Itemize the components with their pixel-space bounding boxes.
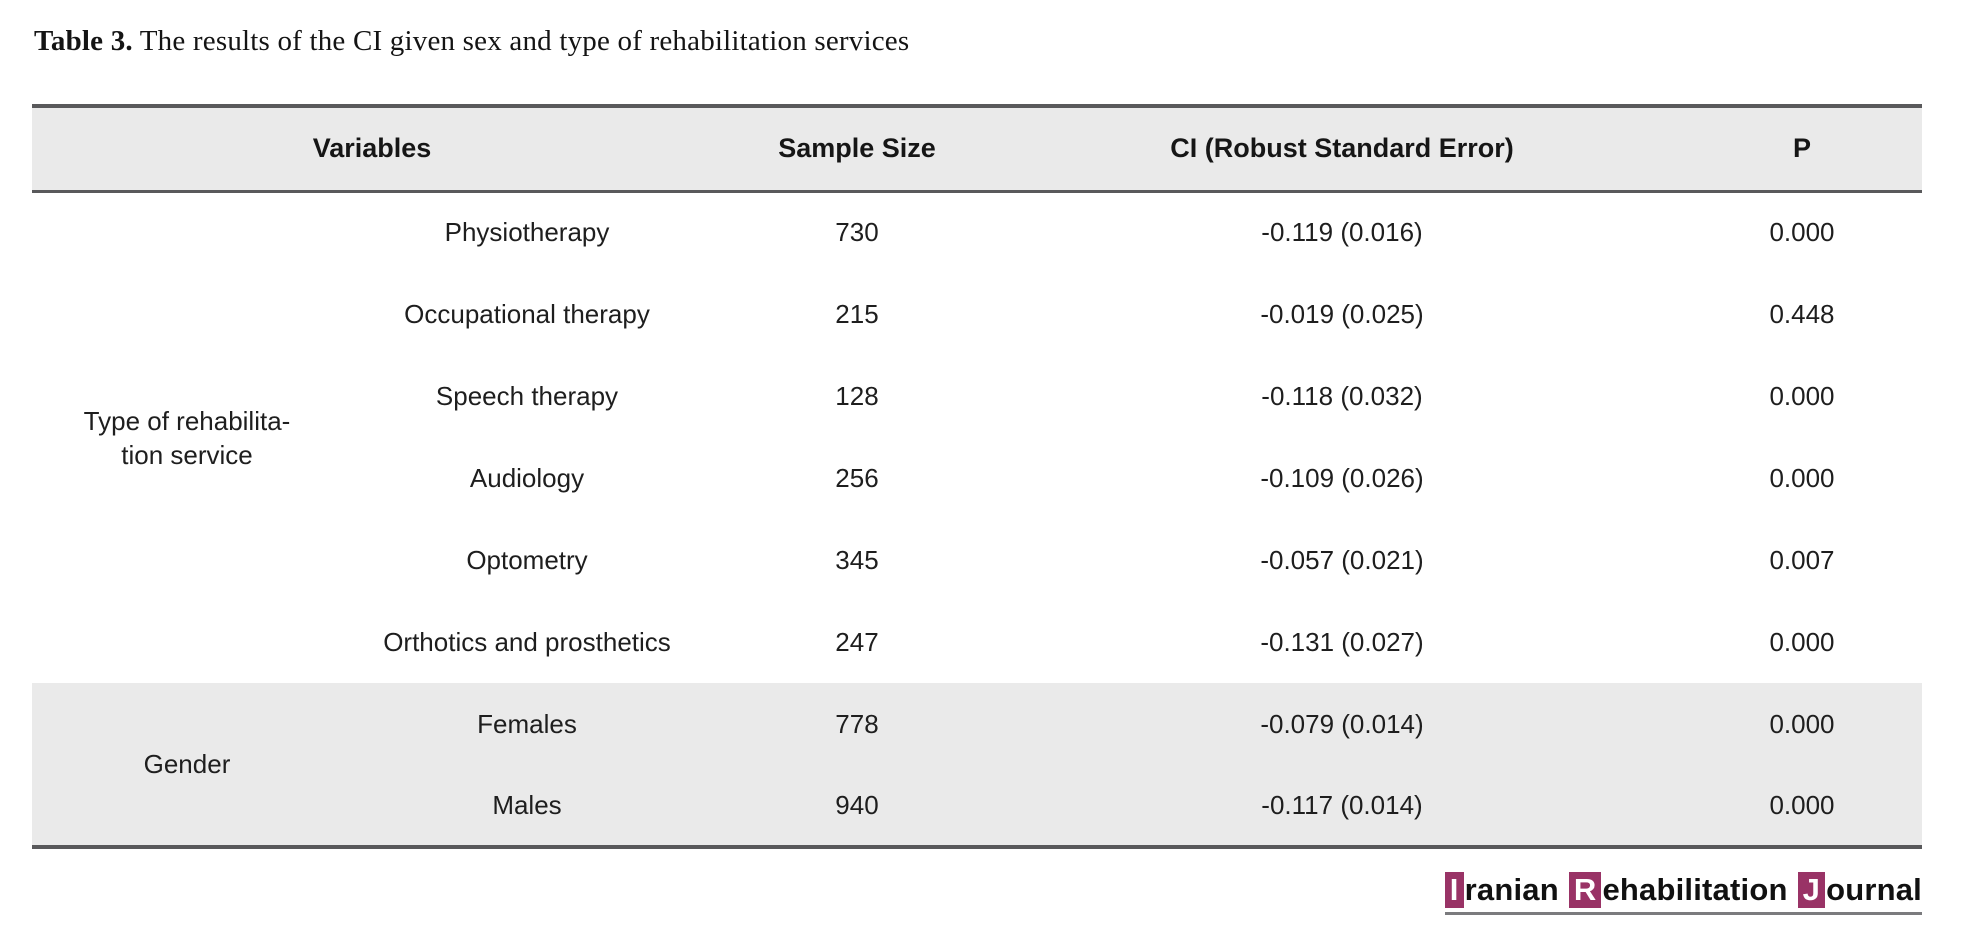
table-row: Type of rehabilita- tion service Physiot… [32,191,1922,470]
cell-sample-size: 778 [835,708,879,739]
cell-sample-size: 247 [835,626,879,657]
logo-word-rest: ranian [1464,872,1559,907]
table-row: Optometry 345 -0.057 (0.021) 0.007 [32,519,1922,601]
cell-ci: -0.019 (0.025) [1260,298,1424,329]
logo-initial-box-i: I [1444,872,1464,908]
cell-p: 0.000 [1769,462,1835,493]
table-row: Gender Females 778 -0.079 (0.014) 0.000 [32,683,1922,780]
cell-p: 0.000 [1769,380,1835,411]
cell-p: 0.000 [1769,708,1835,739]
cell-p: 0.007 [1769,544,1835,575]
cell-sample-size: 730 [835,217,879,248]
header-sample-size: Sample Size [778,133,936,164]
cell-variable: Physiotherapy [444,217,610,248]
header-row: Variables Sample Size CI (Robust Standar… [32,106,1922,191]
cell-sample-size: 128 [835,380,879,411]
cell-ci: -0.118 (0.032) [1261,380,1423,411]
cell-ci: -0.117 (0.014) [1261,789,1423,820]
group-rehab-services: Type of rehabilita- tion service Physiot… [32,191,1922,683]
header-p: P [1792,133,1811,164]
cell-p: 0.000 [1769,217,1835,248]
group-label-line1: Gender [143,749,231,779]
cell-variable: Males [492,789,562,820]
group-label-line2: tion service [121,439,253,470]
header-variables: Variables [312,133,432,164]
table-row: Speech therapy 128 -0.118 (0.032) 0.000 [32,355,1922,437]
table-caption-label: Table 3. [34,25,133,57]
cell-sample-size: 345 [835,544,879,575]
cell-variable: Orthotics and prosthetics [383,626,671,657]
logo-word-rest: ehabilitation [1602,872,1788,907]
cell-p: 0.000 [1769,626,1835,657]
logo-initial-box-j: J [1797,872,1826,908]
cell-ci: -0.079 (0.014) [1260,708,1424,739]
cell-ci: -0.057 (0.021) [1260,544,1424,575]
group-label-line1: Type of rehabilita- [83,405,291,436]
logo-word-rest: ournal [1826,872,1922,907]
cell-ci: -0.119 (0.016) [1261,217,1423,248]
table-row: Audiology 256 -0.109 (0.026) 0.000 [32,437,1922,519]
cell-variable: Speech therapy [435,380,619,411]
cell-ci: -0.131 (0.027) [1260,626,1424,657]
cell-p: 0.000 [1769,789,1835,820]
table-caption: Table 3. The results of the CI given sex… [34,22,1922,60]
group-label-rehab: Type of rehabilita- tion service [32,191,342,683]
group-label-gender: Gender [32,683,342,847]
cell-variable: Occupational therapy [404,298,650,329]
cell-sample-size: 215 [835,298,879,329]
cell-variable: Optometry [466,544,588,575]
results-table: Variables Sample Size CI (Robust Standar… [32,104,1922,849]
table-row: Males 940 -0.117 (0.014) 0.000 [32,765,1922,847]
header-ci: CI (Robust Standard Error) [1170,133,1514,164]
table-row: Occupational therapy 215 -0.019 (0.025) … [32,273,1922,355]
table-row: Orthotics and prosthetics 247 -0.131 (0.… [32,601,1922,683]
cell-variable: Females [477,708,577,739]
table-caption-text: The results of the CI given sex and type… [132,25,910,57]
cell-ci: -0.109 (0.026) [1260,462,1424,493]
cell-sample-size: 940 [835,789,879,820]
cell-sample-size: 256 [835,462,879,493]
logo-initial-box-r: R [1568,872,1602,908]
group-gender: Gender Females 778 -0.079 (0.014) 0.000 … [32,683,1922,847]
cell-variable: Audiology [469,462,585,493]
cell-p: 0.448 [1769,298,1835,329]
table-header: Variables Sample Size CI (Robust Standar… [32,106,1922,191]
